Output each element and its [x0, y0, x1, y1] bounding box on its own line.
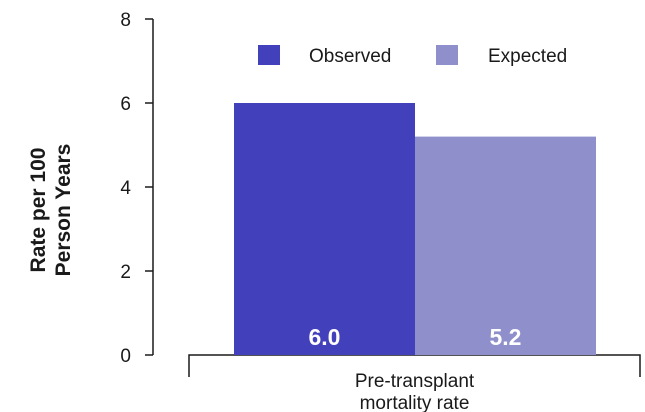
bars: 6.0 5.2 — [234, 103, 596, 355]
y-axis: 0 2 4 6 8 — [120, 10, 154, 367]
data-label-expected: 5.2 — [490, 324, 522, 350]
legend-label-expected: Expected — [488, 46, 567, 67]
x-category-label-line-2: mortality rate — [360, 393, 470, 412]
legend: Observed Expected — [258, 45, 567, 67]
y-tick-label: 0 — [120, 346, 131, 367]
legend-swatch-expected — [436, 45, 458, 65]
y-tick-label: 6 — [120, 94, 131, 115]
legend-swatch-observed — [258, 45, 280, 65]
y-axis-title-line-1: Rate per 100 — [27, 148, 50, 273]
data-label-observed: 6.0 — [309, 324, 341, 350]
y-tick-label: 8 — [120, 10, 131, 31]
bar-expected — [415, 136, 596, 355]
bar-observed — [234, 103, 415, 355]
x-category-label-line-1: Pre-transplant — [355, 371, 475, 392]
y-tick-label: 4 — [120, 178, 131, 199]
legend-label-observed: Observed — [309, 46, 391, 67]
y-tick-label: 2 — [120, 262, 131, 283]
y-axis-title-line-2: Person Years — [52, 144, 75, 277]
